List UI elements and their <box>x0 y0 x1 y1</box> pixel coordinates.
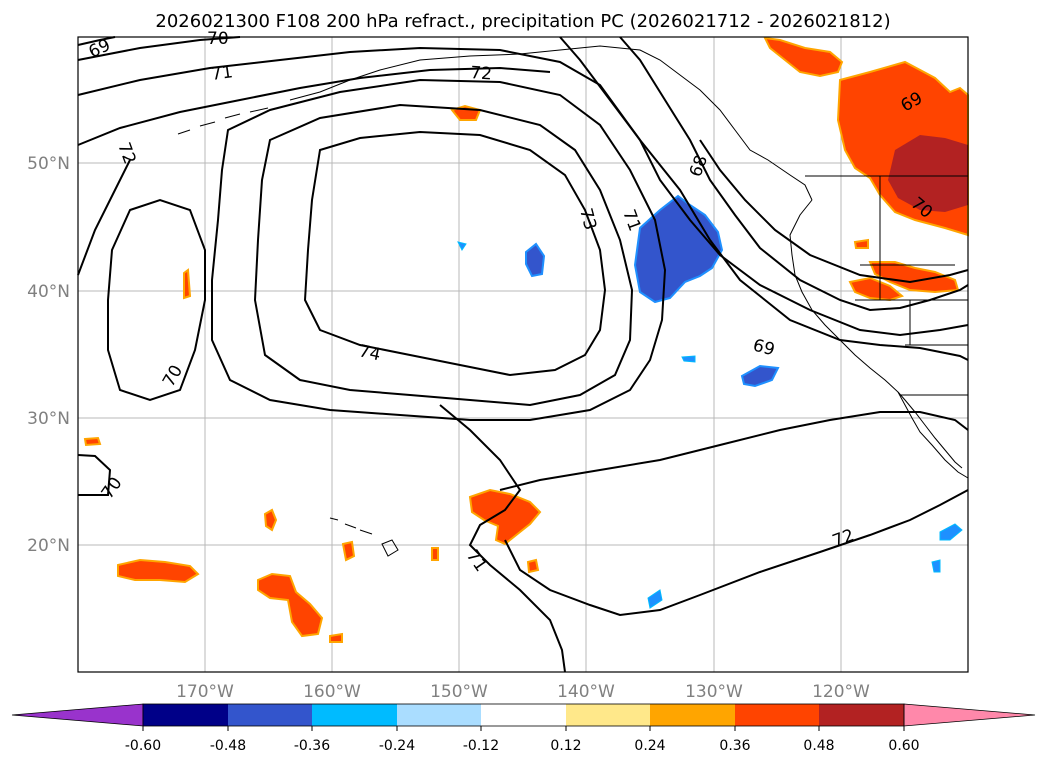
precip-region-west-us <box>848 276 905 302</box>
lon-label: 160°W <box>303 682 361 702</box>
colorbar-segment <box>566 704 650 726</box>
precip-region-small-4 <box>83 436 102 447</box>
lon-label: 170°W <box>176 682 234 702</box>
colorbar-tick-label: -0.24 <box>379 738 415 754</box>
precip-region-blue-5 <box>647 589 663 609</box>
lat-label: 50°N <box>27 154 70 174</box>
colorbar-tick-label: 0.48 <box>803 738 834 754</box>
precip-region-blue-8 <box>931 559 941 573</box>
colorbar-segment <box>650 704 735 726</box>
precip-region-blue-7 <box>681 355 696 363</box>
contour-72-west <box>77 159 131 276</box>
colorbar-tick-label: -0.36 <box>294 738 330 754</box>
precip-region-ne-core <box>888 135 968 212</box>
contour-72-inner <box>211 78 667 421</box>
precip-region-blue-3 <box>740 364 780 388</box>
contour-71-south <box>439 404 566 673</box>
colorbar-tick-label: 0.36 <box>719 738 750 754</box>
coastline-north-america-west <box>789 199 969 479</box>
contour-72-outer <box>77 66 551 146</box>
colorbar-segment <box>228 704 312 726</box>
contour-69-top <box>77 36 116 46</box>
colorbar-segment <box>481 704 566 726</box>
latitude-labels: 50°N 40°N 30°N 20°N <box>27 154 70 556</box>
colorbar-tick-label: -0.12 <box>463 738 499 754</box>
precip-region-southwest-2 <box>257 572 324 638</box>
colorbar-tick-label: -0.48 <box>210 738 246 754</box>
precip-region-blue-4 <box>939 523 963 541</box>
contour-70-mid <box>559 36 969 337</box>
precip-region-small-5 <box>183 268 192 300</box>
colorbar-tick-label: 0.24 <box>634 738 665 754</box>
lon-label: 120°W <box>812 682 870 702</box>
precip-region-southwest-1 <box>117 558 200 584</box>
precip-positive <box>83 36 969 643</box>
colorbar-ticks <box>142 726 905 731</box>
colorbar-tick-label: -0.60 <box>125 738 161 754</box>
contour-label: 74 <box>357 341 382 365</box>
precip-region-small-7 <box>431 547 439 561</box>
precip-region-small-6 <box>526 558 540 574</box>
contour-label: 72 <box>470 63 493 84</box>
precip-region-small-2 <box>341 540 356 562</box>
aleutian-islands <box>177 107 269 135</box>
contour-74 <box>303 130 607 377</box>
map-panel: 69 70 71 72 73 74 68 69 70 71 72 70 69 7… <box>77 29 969 673</box>
coastline-baja <box>897 391 963 469</box>
precip-region-small-9 <box>853 238 869 249</box>
contour-70-top <box>77 36 241 61</box>
colorbar: -0.60 -0.48 -0.36 -0.24 -0.12 0.12 0.24 … <box>11 703 1036 754</box>
contour-label: 71 <box>210 62 234 85</box>
precip-region-blue-2 <box>525 242 546 278</box>
contour-73 <box>253 103 634 407</box>
contour-label: 70 <box>207 29 229 49</box>
contour-69 <box>619 36 969 312</box>
colorbar-tick-label: 0.60 <box>888 738 919 754</box>
colorbar-segment <box>143 704 228 726</box>
refractivity-contours <box>77 36 969 673</box>
coastline-alaska <box>289 45 813 201</box>
colorbar-segment <box>735 704 819 726</box>
precip-region-hawaii-ne <box>468 488 542 546</box>
precip-region-small-8 <box>329 632 343 643</box>
precip-region-small-1 <box>263 508 278 532</box>
colorbar-segment <box>819 704 904 726</box>
colorbar-tick-label: 0.12 <box>550 738 581 754</box>
colorbar-arrow-right <box>903 703 1036 727</box>
map-title: 2026021300 F108 200 hPa refract., precip… <box>155 11 890 32</box>
lat-label: 20°N <box>27 536 70 556</box>
longitude-labels: 170°W 160°W 150°W 140°W 130°W 120°W <box>176 682 870 702</box>
coastlines <box>177 45 969 557</box>
lat-label: 30°N <box>27 409 70 429</box>
colorbar-segment <box>397 704 481 726</box>
graticule <box>78 37 968 672</box>
colorbar-arrow-left <box>11 703 144 727</box>
precip-region-top-strip <box>763 36 844 78</box>
lon-label: 150°W <box>430 682 488 702</box>
precip-region-blue-6 <box>457 241 467 251</box>
lon-label: 130°W <box>685 682 743 702</box>
contour-70-south <box>77 454 112 496</box>
hawaii-islands <box>329 517 399 557</box>
contour-72-south <box>499 411 969 617</box>
contour-68 <box>699 139 969 284</box>
lon-label: 140°W <box>557 682 615 702</box>
contour-70-west <box>107 198 206 402</box>
lat-label: 40°N <box>27 282 70 302</box>
colorbar-segment <box>312 704 397 726</box>
